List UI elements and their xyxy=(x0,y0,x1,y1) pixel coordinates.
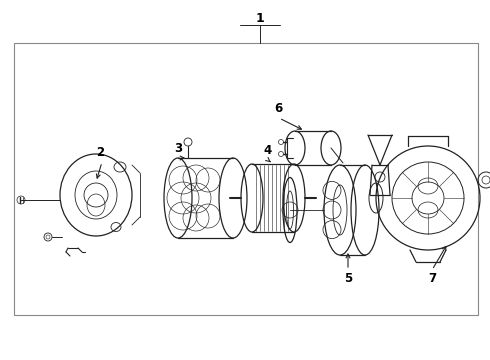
Text: 1: 1 xyxy=(256,12,265,24)
Text: 4: 4 xyxy=(264,144,272,157)
Text: 5: 5 xyxy=(344,271,352,284)
Bar xyxy=(14,43,478,315)
Text: 6: 6 xyxy=(274,102,282,114)
Text: 2: 2 xyxy=(96,145,104,158)
Text: 7: 7 xyxy=(428,271,436,284)
Text: 3: 3 xyxy=(174,141,182,154)
